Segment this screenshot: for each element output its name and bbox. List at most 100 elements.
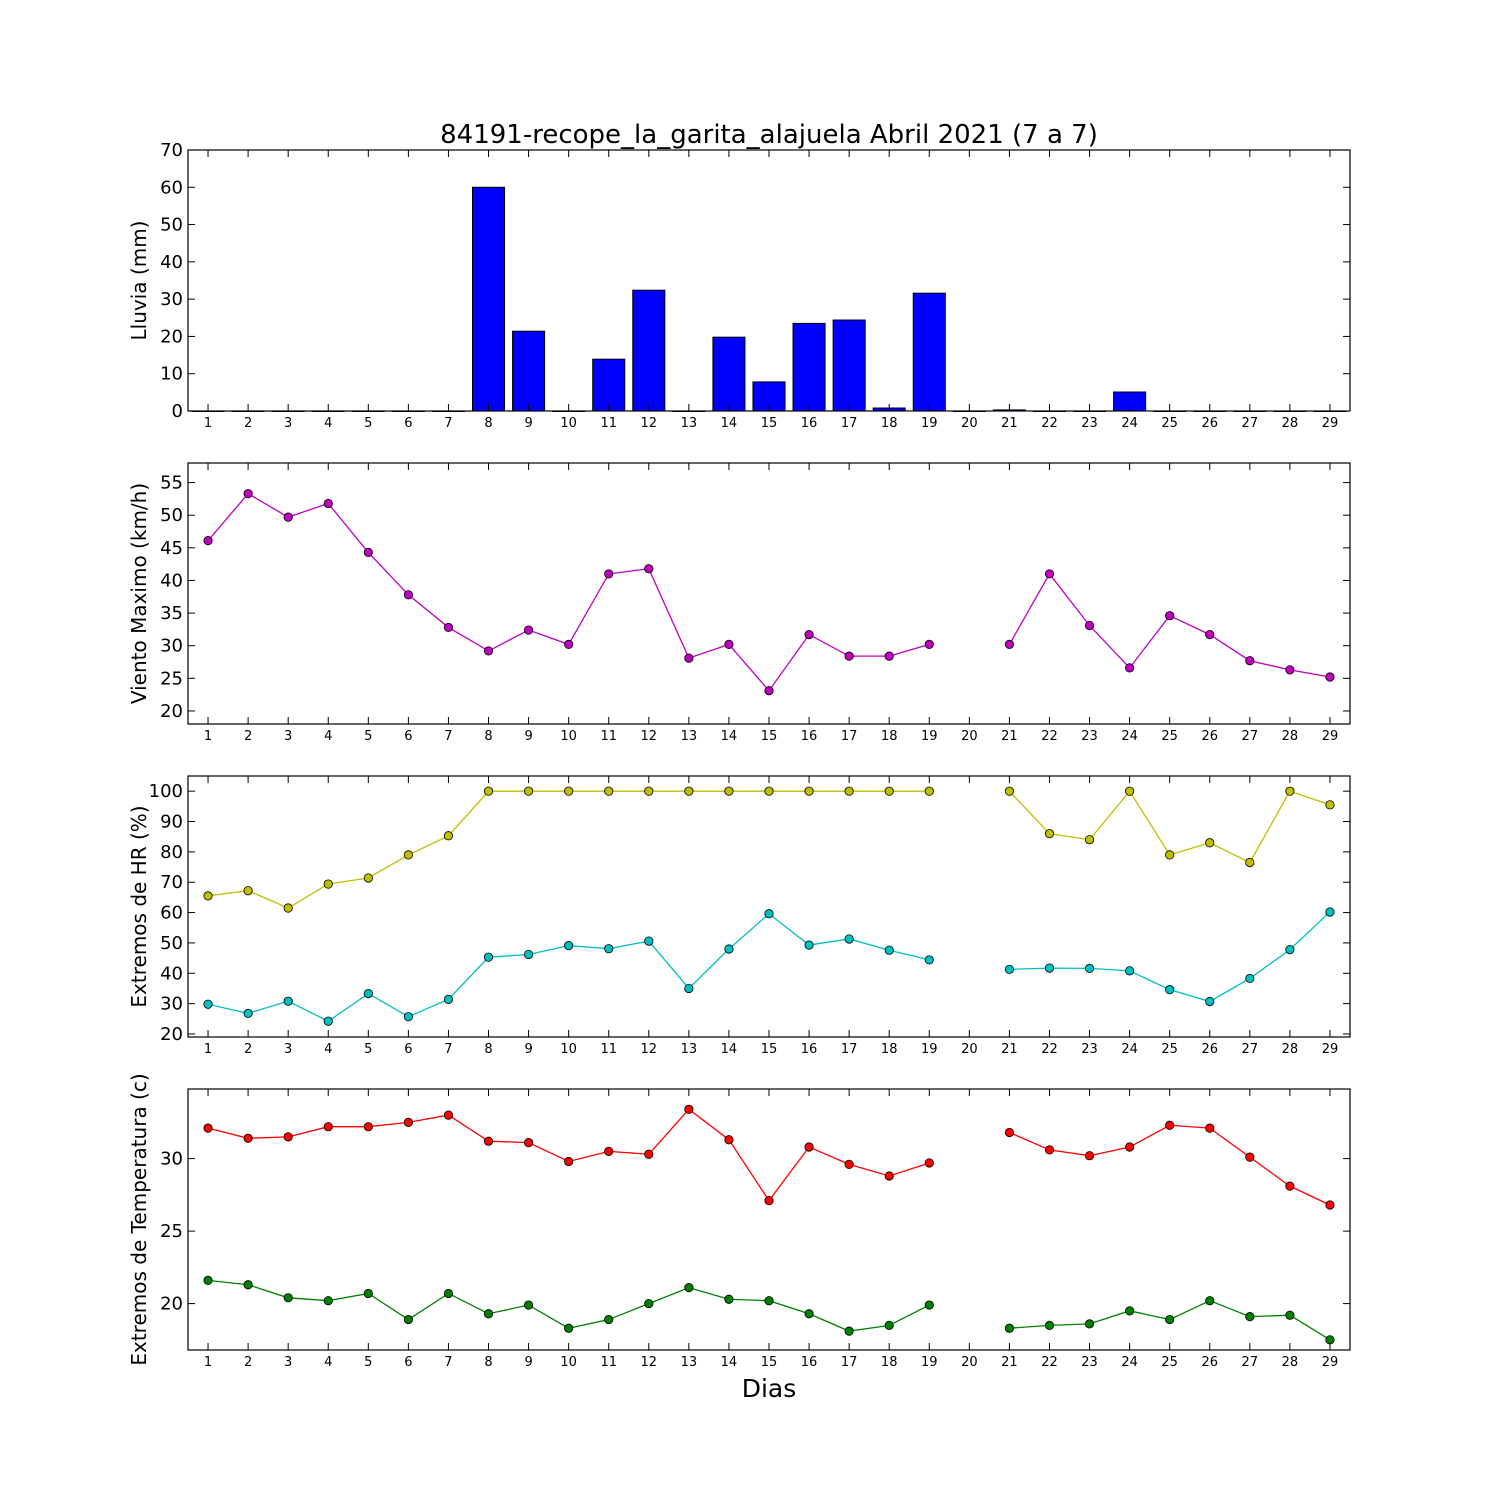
series-1-point-day-16 xyxy=(804,786,814,796)
x-tick-label: 2 xyxy=(244,1042,252,1057)
series-1-point-day-6 xyxy=(403,1117,413,1127)
y-tick-label: 70 xyxy=(160,140,183,161)
y-tick-label: 90 xyxy=(160,812,183,833)
series-2-point-day-26 xyxy=(1205,1296,1215,1306)
x-tick-label: 26 xyxy=(1201,729,1218,744)
series-1-point-day-13 xyxy=(684,786,694,796)
x-tick-label: 14 xyxy=(721,1355,738,1370)
series-1-point-day-28 xyxy=(1285,786,1295,796)
x-tick-label: 15 xyxy=(761,416,778,431)
series-2-point-day-14 xyxy=(724,1294,734,1304)
series-1-point-day-2 xyxy=(243,1133,253,1143)
series-2-point-day-12 xyxy=(644,1299,654,1309)
y-tick-label: 10 xyxy=(160,364,183,385)
x-tick-label: 22 xyxy=(1041,729,1058,744)
x-tick-label: 4 xyxy=(324,1355,332,1370)
x-tick-label: 5 xyxy=(364,416,372,431)
series-2-point-day-17 xyxy=(844,934,854,944)
x-tick-label: 19 xyxy=(921,729,938,744)
x-tick-label: 20 xyxy=(961,1355,978,1370)
x-tick-label: 20 xyxy=(961,729,978,744)
x-tick-label: 29 xyxy=(1322,416,1339,431)
series-2-point-day-15 xyxy=(764,1296,774,1306)
series-1-point-day-16 xyxy=(804,1142,814,1152)
bar-day-8 xyxy=(471,186,506,412)
x-tick-label: 15 xyxy=(761,1355,778,1370)
x-tick-label: 23 xyxy=(1081,1042,1098,1057)
x-tick-label: 18 xyxy=(881,416,898,431)
series-1-point-day-2 xyxy=(243,886,253,896)
x-tick-label: 23 xyxy=(1081,729,1098,744)
x-tick-label: 23 xyxy=(1081,1355,1098,1370)
series-1-point-day-13 xyxy=(684,653,694,663)
x-tick-label: 4 xyxy=(324,1042,332,1057)
series-2-point-day-17 xyxy=(844,1326,854,1336)
series-2-point-day-7 xyxy=(443,994,454,1004)
series-1-point-day-27 xyxy=(1245,857,1255,868)
x-tick-label: 24 xyxy=(1121,416,1138,431)
series-1-point-day-21 xyxy=(1004,639,1015,649)
x-tick-label: 18 xyxy=(881,729,898,744)
x-tick-label: 9 xyxy=(524,729,532,744)
series-1-point-day-1 xyxy=(203,891,213,901)
x-tick-label: 7 xyxy=(444,1355,452,1370)
y-tick-label: 50 xyxy=(160,215,183,236)
bar-day-9 xyxy=(512,330,546,412)
series-1-point-day-27 xyxy=(1245,656,1255,666)
x-tick-label: 27 xyxy=(1242,1042,1259,1057)
series-1-point-day-14 xyxy=(724,639,734,649)
x-tick-label: 7 xyxy=(444,729,452,744)
series-1-point-day-23 xyxy=(1084,620,1095,631)
series-1-point-day-9 xyxy=(523,1138,534,1148)
x-tick-label: 28 xyxy=(1282,416,1299,431)
y-axis-label: Viento Maximo (km/h) xyxy=(127,483,151,704)
series-2-point-day-13 xyxy=(684,1283,694,1293)
x-tick-label: 3 xyxy=(284,416,292,431)
x-tick-label: 4 xyxy=(324,729,332,744)
series-1-point-day-22 xyxy=(1044,829,1055,839)
x-tick-label: 25 xyxy=(1161,1042,1178,1057)
x-tick-label: 14 xyxy=(721,729,738,744)
series-1-point-day-1 xyxy=(203,1123,213,1133)
series-2-point-day-28 xyxy=(1285,944,1295,955)
y-tick-label: 30 xyxy=(160,994,183,1015)
series-2-point-day-11 xyxy=(604,1314,614,1325)
y-tick-label: 20 xyxy=(160,701,183,722)
x-tick-label: 27 xyxy=(1242,729,1259,744)
series-1-point-day-11 xyxy=(604,569,614,579)
x-tick-label: 12 xyxy=(641,1042,658,1057)
series-2-point-day-9 xyxy=(523,949,534,960)
x-tick-label: 26 xyxy=(1201,416,1218,431)
x-tick-label: 21 xyxy=(1001,1042,1018,1057)
series-2-point-day-1 xyxy=(203,1275,213,1286)
x-tick-label: 18 xyxy=(881,1042,898,1057)
x-tick-label: 6 xyxy=(404,1355,412,1370)
x-tick-label: 17 xyxy=(841,729,858,744)
y-tick-label: 20 xyxy=(160,1294,183,1315)
series-2-point-day-22 xyxy=(1044,1320,1055,1330)
x-tick-label: 10 xyxy=(560,1042,577,1057)
y-tick-label: 40 xyxy=(160,570,183,591)
series-1-point-day-10 xyxy=(564,1156,574,1167)
x-tick-label: 24 xyxy=(1121,1042,1138,1057)
series-2-point-day-10 xyxy=(564,941,574,951)
bar-day-19 xyxy=(912,292,946,412)
series-1-point-day-22 xyxy=(1044,1145,1055,1155)
x-tick-label: 16 xyxy=(801,416,818,431)
series-2-point-day-2 xyxy=(243,1008,253,1018)
y-axis-label: Extremos de Temperatura (c) xyxy=(127,1073,151,1365)
series-1-point-day-3 xyxy=(283,903,293,913)
series-2-point-day-11 xyxy=(604,944,614,954)
series-1-point-day-15 xyxy=(764,686,774,696)
x-axis-label: Dias xyxy=(742,1374,797,1403)
series-1-point-day-21 xyxy=(1004,1127,1015,1138)
x-tick-label: 21 xyxy=(1001,729,1018,744)
series-1-point-day-4 xyxy=(323,498,333,509)
y-tick-label: 60 xyxy=(160,903,183,924)
x-tick-label: 1 xyxy=(204,729,212,744)
x-tick-label: 1 xyxy=(204,1042,212,1057)
